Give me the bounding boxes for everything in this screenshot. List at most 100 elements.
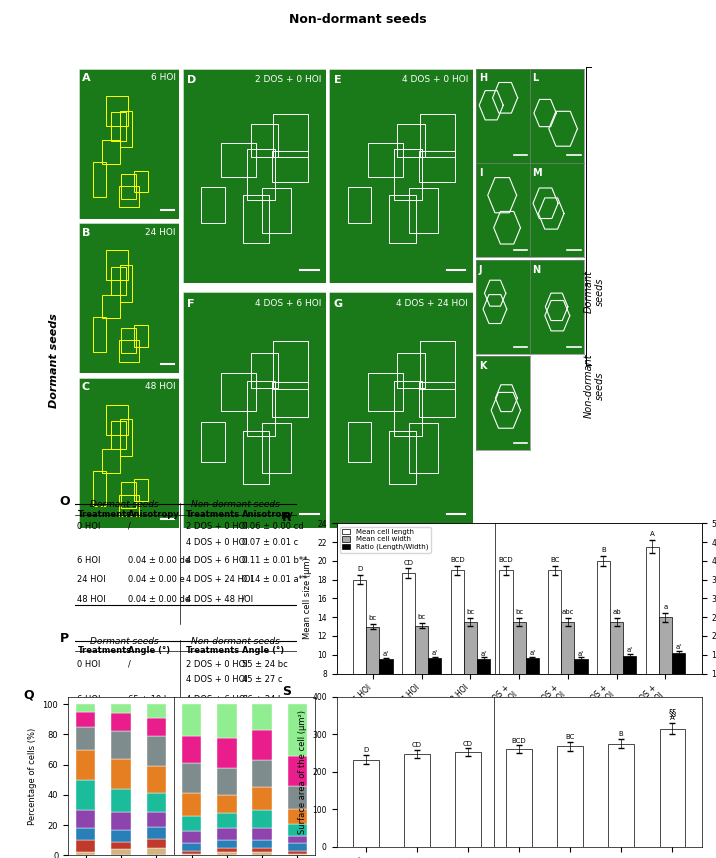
Text: L: L [533, 74, 538, 83]
Bar [147, 736, 166, 766]
Bar [111, 713, 130, 732]
Text: 24 HOI: 24 HOI [145, 227, 176, 237]
Text: 6 HOI: 6 HOI [77, 695, 101, 704]
Bar [217, 848, 236, 852]
Text: Anisotropy: Anisotropy [128, 510, 180, 518]
Text: 55 ± 24 bc: 55 ± 24 bc [241, 660, 287, 668]
Y-axis label: Percentage of cells (%): Percentage of cells (%) [28, 728, 37, 825]
Text: a': a' [480, 650, 487, 656]
Bar [217, 828, 236, 840]
Bar [111, 830, 130, 842]
Bar [548, 571, 561, 748]
Bar [182, 704, 201, 736]
Bar [147, 839, 166, 848]
Bar [76, 712, 95, 727]
Bar [147, 718, 166, 736]
Text: 24 HOI: 24 HOI [77, 715, 106, 723]
Text: Non-dormant
seeds: Non-dormant seeds [584, 353, 605, 419]
Text: /: / [241, 595, 245, 604]
Bar [217, 840, 236, 848]
Bar [506, 749, 532, 847]
Text: 0.04 ± 0.00 e: 0.04 ± 0.00 e [128, 575, 185, 583]
Text: 0 HOI: 0 HOI [77, 660, 101, 668]
Text: F: F [187, 299, 194, 309]
Text: 0 HOI: 0 HOI [77, 522, 101, 530]
Bar [253, 810, 272, 828]
Text: 55 ± 24 bc: 55 ± 24 bc [128, 734, 174, 743]
Bar [253, 704, 272, 730]
Text: bc: bc [369, 615, 377, 621]
Bar [646, 547, 659, 748]
Text: 2 DOS + 0 HOI: 2 DOS + 0 HOI [186, 660, 248, 668]
Y-axis label: Mean cell size (µm): Mean cell size (µm) [303, 558, 311, 639]
Bar [288, 824, 307, 836]
Bar [415, 625, 428, 748]
Bar [111, 812, 130, 830]
Text: G: G [334, 299, 343, 309]
Text: H: H [479, 74, 487, 83]
Bar [288, 808, 307, 824]
Bar [253, 848, 272, 852]
Text: 24 HOI: 24 HOI [77, 575, 106, 583]
Text: bc: bc [515, 609, 523, 615]
Bar [253, 760, 272, 788]
Text: 4 DOS + 6 HOI: 4 DOS + 6 HOI [186, 556, 248, 565]
Text: /: / [128, 660, 131, 668]
Text: 4 DOS + 0 HOI: 4 DOS + 0 HOI [186, 537, 248, 547]
Text: D: D [357, 566, 362, 572]
Text: O: O [59, 495, 70, 508]
Bar [623, 656, 637, 711]
Text: 4 DOS + 24 HOI: 4 DOS + 24 HOI [186, 715, 253, 723]
Bar [672, 653, 685, 711]
Text: a': a' [626, 647, 633, 653]
Text: A: A [670, 715, 674, 721]
Bar [367, 626, 379, 748]
Legend: Mean cell length, Mean cell width, Ratio (Length/Width): Mean cell length, Mean cell width, Ratio… [340, 527, 430, 553]
Bar [405, 754, 430, 847]
Text: ab: ab [612, 609, 621, 615]
Bar [526, 658, 539, 711]
Text: 4 DOS + 48 HOI: 4 DOS + 48 HOI [186, 595, 253, 604]
Text: /: / [241, 734, 245, 743]
Text: 79 ± 14 a**: 79 ± 14 a** [241, 715, 291, 723]
Text: D: D [363, 747, 369, 753]
Bar [111, 842, 130, 849]
Text: 0.11 ± 0.01 b**: 0.11 ± 0.01 b** [241, 556, 307, 565]
Text: a: a [663, 604, 667, 610]
Text: CD: CD [463, 740, 473, 746]
Text: 6 HOI: 6 HOI [151, 73, 176, 82]
Text: abc: abc [561, 609, 574, 615]
Text: 4 DOS + 24 HOI: 4 DOS + 24 HOI [186, 575, 253, 583]
Bar [182, 816, 201, 831]
Legend: [80, 90], [70, 80], [60, 70], [50, 60], [40, 50], [30, 40], [20, 30], [10, 20], : [80, 90], [70, 80], [60, 70], [50, 60], … [403, 697, 448, 774]
Bar [147, 848, 166, 855]
Text: Dormant seeds: Dormant seeds [90, 637, 158, 646]
Text: 48 HOI: 48 HOI [77, 595, 106, 604]
Bar [147, 812, 166, 827]
Text: 0.04 ± 0.00 de: 0.04 ± 0.00 de [128, 595, 190, 604]
Bar [557, 746, 583, 847]
Bar [288, 786, 307, 808]
Text: Treatments: Treatments [77, 646, 132, 656]
Text: 4 DOS + 24 HOI: 4 DOS + 24 HOI [397, 299, 468, 308]
Text: A: A [650, 531, 654, 537]
Bar [76, 750, 95, 780]
Bar [455, 752, 481, 847]
Bar [253, 840, 272, 848]
Bar [499, 571, 513, 748]
Bar [76, 840, 95, 852]
Text: 53 ± 26 c: 53 ± 26 c [128, 715, 169, 723]
Text: 2 DOS + 0 HOI: 2 DOS + 0 HOI [255, 76, 321, 84]
Bar [182, 794, 201, 816]
Bar [402, 573, 415, 748]
Text: a': a' [529, 650, 536, 656]
Text: 4 DOS + 48 HOI: 4 DOS + 48 HOI [186, 734, 253, 743]
Text: BCD: BCD [498, 557, 513, 563]
Bar [597, 561, 610, 748]
Bar [353, 580, 367, 748]
Bar [217, 813, 236, 828]
Text: R: R [281, 511, 291, 524]
Bar [111, 704, 130, 713]
Bar [288, 756, 307, 786]
Text: CD: CD [412, 742, 422, 748]
